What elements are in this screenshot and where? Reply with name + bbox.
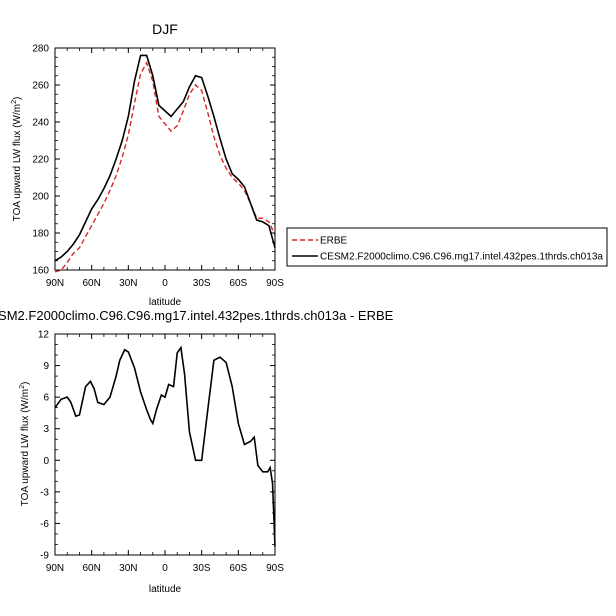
y-tick-label: 0 xyxy=(43,456,49,467)
x-tick-label: 90S xyxy=(266,278,284,289)
bottom-series xyxy=(54,345,276,547)
y-tick-label: -3 xyxy=(40,487,49,498)
y-tick-label: -9 xyxy=(40,551,49,562)
y-tick-label: 3 xyxy=(43,424,49,435)
top-y-axis-label-text: TOA upward LW flux (W/m xyxy=(12,104,23,221)
y-tick-label: 240 xyxy=(32,118,49,129)
bottom-x-axis-label: latitude xyxy=(149,584,182,595)
bottom-y-axis-label-close: ) xyxy=(20,382,31,385)
series-line-difference xyxy=(54,345,276,547)
top-chart-title: DJF xyxy=(152,21,178,37)
top-plot-frame xyxy=(54,47,276,271)
legend-label-model: CESM2.F2000climo.C96.C96.mg17.intel.432p… xyxy=(320,252,603,263)
bottom-y-ticks: -9 -6 -3 0 3 6 9 12 xyxy=(38,330,275,562)
top-panel: DJF 160 180 200 220 240 260 280 90N 60N 30N 0 30S 6… xyxy=(11,21,608,308)
y-tick-label: -6 xyxy=(40,519,49,530)
bottom-x-ticks: 90N 60N 30N 0 30S 60S 90S xyxy=(46,334,284,574)
y-tick-label: 280 xyxy=(32,44,49,55)
bottom-panel: CESM2.F2000climo.C96.C96.mg17.intel.432p… xyxy=(0,308,394,595)
x-tick-label: 60S xyxy=(229,563,247,574)
y-tick-label: 160 xyxy=(32,266,49,277)
x-tick-label: 30S xyxy=(193,278,211,289)
legend: ERBE CESM2.F2000climo.C96.C96.mg17.intel… xyxy=(286,227,608,267)
y-tick-label: 260 xyxy=(32,81,49,92)
bottom-y-axis-label-sup: 2 xyxy=(19,385,26,389)
y-tick-label: 200 xyxy=(32,192,49,203)
x-tick-label: 90S xyxy=(266,563,284,574)
bottom-chart-title: CESM2.F2000climo.C96.C96.mg17.intel.432p… xyxy=(0,308,394,323)
x-tick-label: 60N xyxy=(82,563,100,574)
x-tick-label: 0 xyxy=(162,278,168,289)
x-tick-label: 90N xyxy=(46,278,64,289)
series-line-erbe xyxy=(54,61,276,273)
y-tick-label: 220 xyxy=(32,155,49,166)
bottom-plot-frame xyxy=(54,333,276,556)
top-x-ticks: 90N 60N 30N 0 30S 60S 90S xyxy=(46,48,284,289)
x-tick-label: 0 xyxy=(162,563,168,574)
legend-box xyxy=(286,227,608,267)
top-y-axis-label-close: ) xyxy=(12,97,23,100)
y-tick-label: 180 xyxy=(32,229,49,240)
series-line-model xyxy=(54,54,276,262)
y-tick-label: 9 xyxy=(43,361,49,372)
top-y-axis-label-sup: 2 xyxy=(11,100,18,104)
x-tick-label: 30N xyxy=(119,278,137,289)
x-tick-label: 30N xyxy=(119,563,137,574)
y-tick-label: 12 xyxy=(38,330,50,341)
x-tick-label: 90N xyxy=(46,563,64,574)
top-x-axis-label: latitude xyxy=(149,297,182,308)
bottom-y-axis-label: TOA upward LW flux (W/m2) xyxy=(19,382,31,507)
x-tick-label: 30S xyxy=(193,563,211,574)
top-series xyxy=(54,54,276,273)
bottom-y-axis-label-text: TOA upward LW flux (W/m xyxy=(20,389,31,506)
top-y-ticks: 160 180 200 220 240 260 280 xyxy=(32,44,275,277)
legend-label-erbe: ERBE xyxy=(320,236,348,247)
y-tick-label: 6 xyxy=(43,393,49,404)
x-tick-label: 60N xyxy=(82,278,100,289)
x-tick-label: 60S xyxy=(229,278,247,289)
top-y-axis-label: TOA upward LW flux (W/m2) xyxy=(11,97,23,222)
